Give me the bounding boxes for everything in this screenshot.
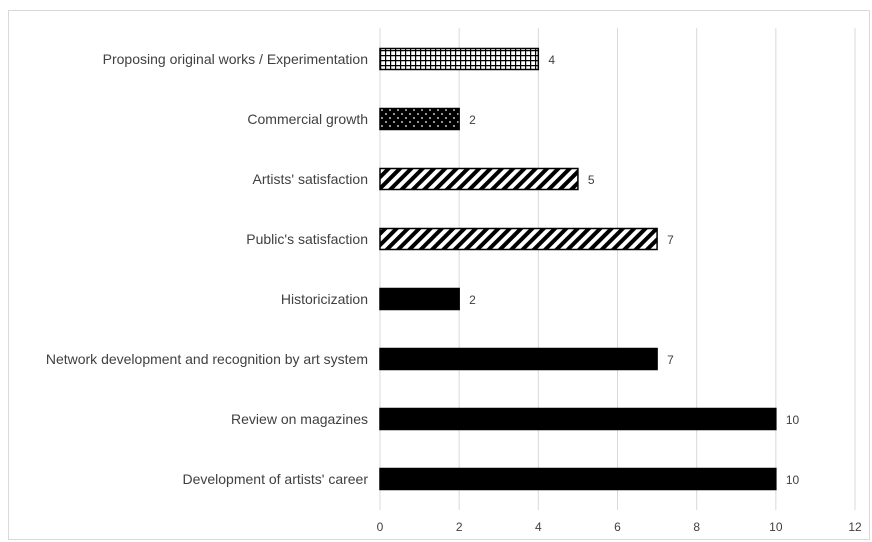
x-tick-label: 0 xyxy=(377,520,384,534)
category-label: Commercial growth xyxy=(247,111,368,127)
data-label: 5 xyxy=(588,173,595,187)
bar xyxy=(379,287,460,311)
category-label: Historicization xyxy=(281,291,368,307)
category-label: Artists' satisfaction xyxy=(253,171,369,187)
bar xyxy=(379,227,658,251)
bar xyxy=(379,407,777,431)
x-tick-label: 8 xyxy=(693,520,700,534)
category-label: Proposing original works / Experimentati… xyxy=(103,51,368,67)
data-label: 2 xyxy=(469,293,476,307)
bar xyxy=(379,107,460,131)
data-label: 10 xyxy=(786,413,800,427)
category-label: Network development and recognition by a… xyxy=(46,351,368,367)
data-label: 7 xyxy=(667,233,674,247)
bar xyxy=(379,47,540,71)
labels: 0 2 4 6 8 10 12 Proposing original works / Expe… xyxy=(46,51,862,534)
bars xyxy=(379,47,777,491)
x-tick-label: 10 xyxy=(769,520,783,534)
x-tick-label: 4 xyxy=(535,520,542,534)
x-tick-label: 12 xyxy=(848,520,862,534)
data-label: 2 xyxy=(469,113,476,127)
data-label: 7 xyxy=(667,353,674,367)
bar xyxy=(379,347,658,371)
category-label: Public's satisfaction xyxy=(246,231,368,247)
x-tick-label: 2 xyxy=(456,520,463,534)
category-label: Development of artists' career xyxy=(182,471,368,487)
chart-frame xyxy=(8,10,870,540)
bar xyxy=(379,467,777,491)
gridlines xyxy=(379,28,856,510)
category-label: Review on magazines xyxy=(231,411,368,427)
data-label: 4 xyxy=(548,53,555,67)
data-label: 10 xyxy=(786,473,800,487)
bar xyxy=(379,167,579,191)
x-tick-label: 6 xyxy=(614,520,621,534)
